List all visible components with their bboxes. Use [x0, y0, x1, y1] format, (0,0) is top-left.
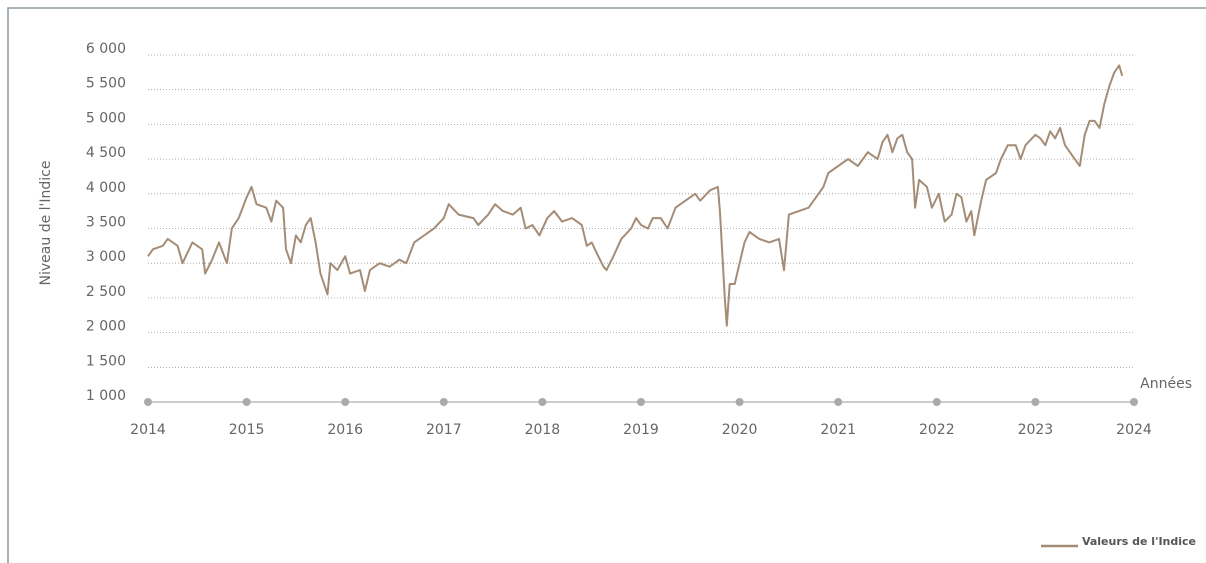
x-tick-label: 2020 — [722, 422, 758, 438]
x-tick-label: 2016 — [327, 422, 363, 438]
y-tick-label: 5 000 — [86, 110, 126, 126]
line-series — [147, 64, 1124, 327]
x-tick-label: 2018 — [525, 422, 561, 438]
x-tick-label: 2015 — [229, 422, 265, 438]
x-tick — [637, 398, 645, 406]
x-tick-label: 2021 — [820, 422, 856, 438]
x-tick-label: 2019 — [623, 422, 659, 438]
x-tick — [1130, 398, 1138, 406]
y-tick-label: 4 000 — [86, 180, 126, 196]
x-tick — [834, 398, 843, 406]
y-axis-label: Niveau de l'Indice — [38, 161, 54, 286]
x-tick — [341, 398, 350, 406]
x-tick — [439, 398, 448, 406]
frame — [7, 7, 1206, 563]
x-tick-label: 2022 — [919, 422, 955, 438]
x-tick-label: 2023 — [1018, 422, 1054, 438]
y-tick-label: 6 000 — [86, 41, 126, 57]
y-tick-label: 1 500 — [86, 353, 126, 369]
x-tick-label: 2024 — [1116, 422, 1152, 438]
y-tick-label: 2 500 — [86, 284, 126, 300]
y-tick-label: 1 000 — [86, 388, 126, 404]
legend-label: Valeurs de l'Indice — [1082, 535, 1196, 548]
y-tick-label: 4 500 — [86, 145, 126, 161]
x-tick — [538, 398, 547, 406]
x-axis-label: Années — [1140, 376, 1192, 392]
x-tick — [1031, 398, 1040, 406]
y-tick-label: 5 500 — [86, 76, 126, 92]
x-tick — [932, 398, 941, 406]
x-tick — [144, 398, 152, 406]
x-tick-label: 2014 — [130, 422, 166, 438]
y-tick-label: 3 500 — [86, 215, 126, 231]
y-tick-label: 2 000 — [86, 319, 126, 335]
y-tick-label: 3 000 — [86, 249, 126, 265]
x-tick — [735, 398, 744, 406]
x-tick — [242, 398, 251, 406]
x-tick-label: 2017 — [426, 422, 462, 438]
